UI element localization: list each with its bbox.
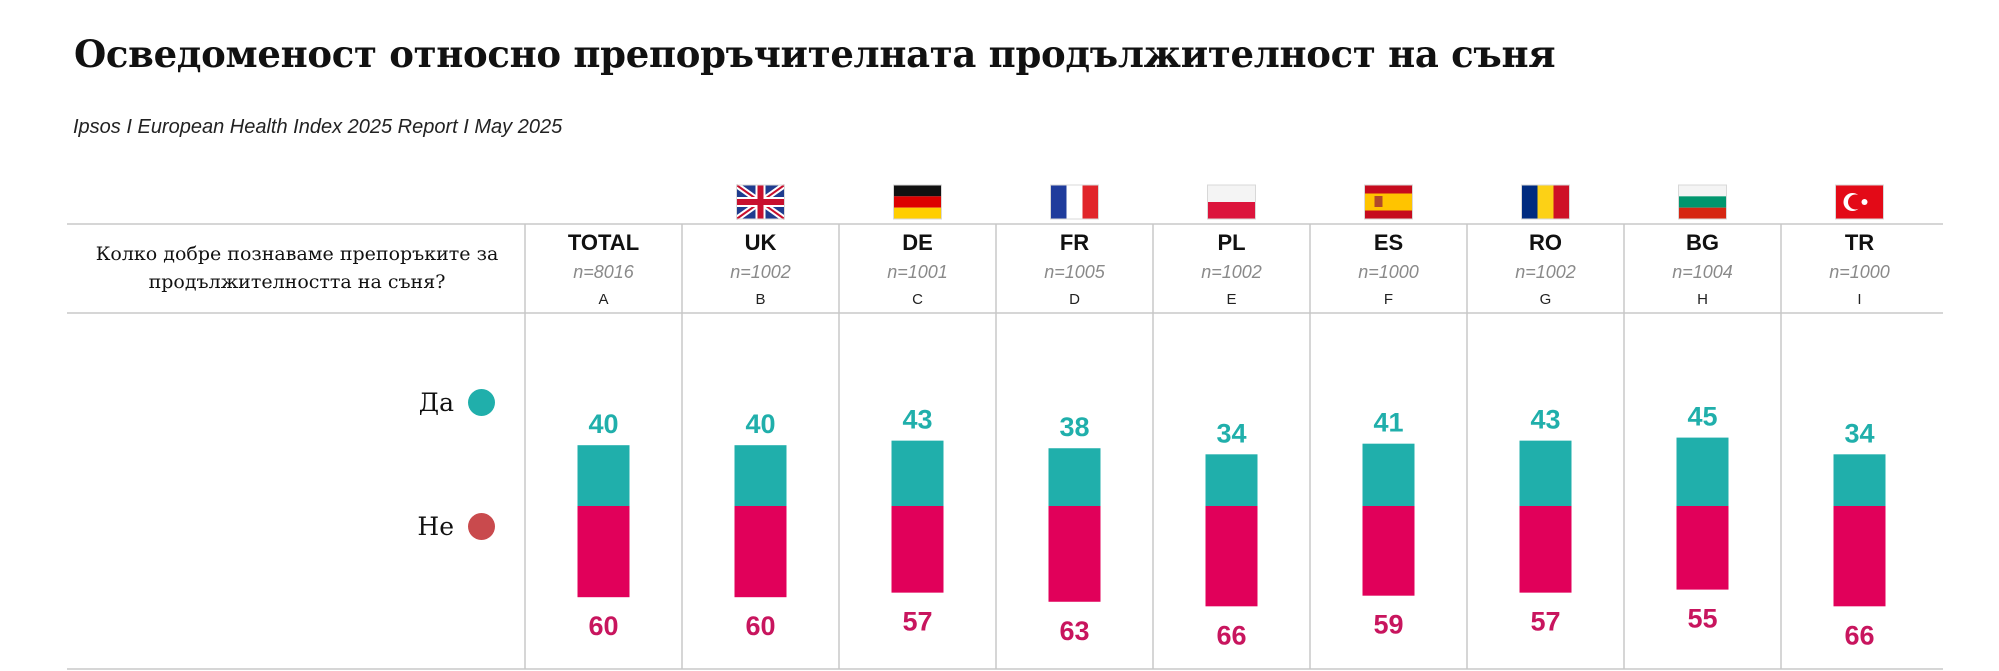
- bar-yes: [1833, 454, 1886, 506]
- legend-item-no: Не: [417, 512, 495, 541]
- column-header: ES: [1374, 230, 1403, 255]
- sample-size-label: n=8016: [573, 262, 635, 282]
- column-header: FR: [1060, 230, 1089, 255]
- bar-no: [1519, 506, 1572, 593]
- data-label-yes: 38: [1059, 412, 1089, 442]
- legend-dot-no: [468, 513, 495, 540]
- column-header: TOTAL: [568, 230, 639, 255]
- data-label-yes: 43: [1530, 405, 1560, 435]
- data-label-yes: 41: [1373, 408, 1403, 438]
- bar-yes: [577, 445, 630, 506]
- data-label-no: 57: [1530, 607, 1560, 637]
- bar-no: [1676, 506, 1729, 590]
- sample-size-label: n=1004: [1672, 262, 1733, 282]
- bar-yes: [891, 440, 944, 506]
- bulgaria-flag-icon: [1678, 184, 1727, 220]
- sample-size-label: n=1002: [1201, 262, 1262, 282]
- column-letter: A: [598, 291, 608, 308]
- column-header: RO: [1529, 230, 1562, 255]
- column-header: PL: [1217, 230, 1245, 255]
- bar-yes: [1519, 440, 1572, 506]
- sample-size-label: n=1002: [730, 262, 791, 282]
- page-subtitle: Ipsos I European Health Index 2025 Repor…: [73, 116, 563, 138]
- data-label-no: 60: [745, 611, 775, 641]
- bar-no: [1048, 506, 1101, 602]
- bar-no: [1205, 506, 1258, 607]
- bar-yes: [1362, 443, 1415, 506]
- data-label-yes: 40: [588, 409, 618, 439]
- column-letter: D: [1069, 291, 1080, 308]
- poland-flag-icon: [1207, 184, 1256, 220]
- data-label-no: 59: [1373, 610, 1403, 640]
- sample-size-label: n=1000: [1829, 262, 1890, 282]
- column-letter: G: [1540, 291, 1552, 308]
- bar-yes: [1676, 437, 1729, 506]
- sample-size-label: n=1000: [1358, 262, 1419, 282]
- bar-yes: [1048, 448, 1101, 506]
- data-label-no: 60: [588, 611, 618, 641]
- column-letter: E: [1226, 291, 1236, 308]
- legend-label-no: Не: [417, 512, 454, 541]
- legend-dot-yes: [468, 389, 495, 416]
- data-label-yes: 43: [902, 405, 932, 435]
- data-label-yes: 45: [1687, 402, 1717, 432]
- data-label-no: 66: [1844, 620, 1874, 650]
- data-label-yes: 34: [1844, 418, 1874, 448]
- column-letter: I: [1857, 291, 1861, 308]
- column-header: BG: [1686, 230, 1719, 255]
- data-label-no: 63: [1059, 616, 1089, 646]
- bar-yes: [734, 445, 787, 506]
- legend-item-yes: Да: [419, 388, 495, 417]
- data-label-no: 55: [1687, 604, 1717, 634]
- column-letter: B: [755, 291, 765, 308]
- data-label-no: 66: [1216, 620, 1246, 650]
- legend-label-yes: Да: [418, 388, 454, 417]
- bar-yes: [1205, 454, 1258, 506]
- romania-flag-icon: [1521, 184, 1570, 220]
- question-label: Колко добре познаваме препоръките за про…: [95, 243, 499, 293]
- spain-flag-icon: [1364, 184, 1413, 220]
- sample-size-label: n=1005: [1044, 262, 1106, 282]
- column-letter: H: [1697, 291, 1708, 308]
- uk-flag-icon: [734, 182, 787, 222]
- data-label-yes: 40: [745, 409, 775, 439]
- sample-size-label: n=1002: [1515, 262, 1576, 282]
- column-header: DE: [902, 230, 933, 255]
- sample-size-label: n=1001: [887, 262, 948, 282]
- germany-flag-icon: [893, 184, 942, 220]
- bar-no: [577, 506, 630, 598]
- column-letter: F: [1384, 291, 1393, 308]
- column-header: TR: [1845, 230, 1874, 255]
- column-letter: C: [912, 291, 923, 308]
- column-header: UK: [745, 230, 777, 255]
- turkey-flag-icon: [1835, 184, 1884, 220]
- bar-no: [891, 506, 944, 593]
- france-flag-icon: [1050, 184, 1099, 220]
- bar-no: [1833, 506, 1886, 607]
- page-title: Осведомeност относно препоръчителната пр…: [74, 32, 1556, 76]
- bar-no: [734, 506, 787, 598]
- data-label-yes: 34: [1216, 418, 1246, 448]
- data-label-no: 57: [902, 607, 932, 637]
- bar-no: [1362, 506, 1415, 596]
